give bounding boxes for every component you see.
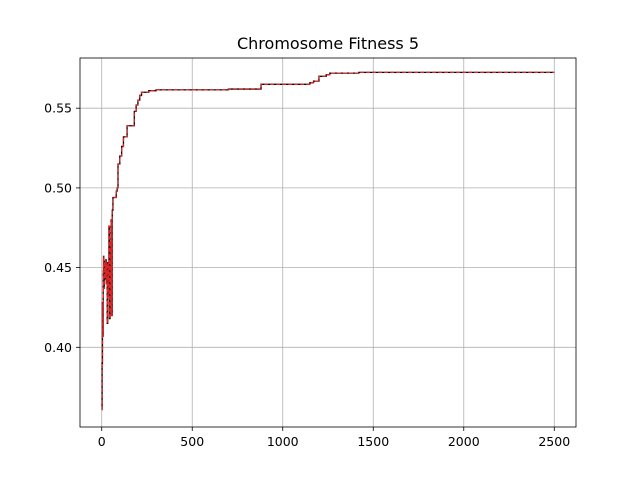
x-tick-label: 1000: [267, 434, 299, 449]
x-tick-label: 500: [180, 434, 204, 449]
chart-title: Chromosome Fitness 5: [237, 34, 419, 53]
x-tick-label: 1500: [357, 434, 389, 449]
x-tick-label: 2000: [448, 434, 480, 449]
y-tick-label: 0.40: [44, 340, 72, 355]
grid: [80, 58, 576, 427]
series-layer: [101, 71, 555, 411]
series-line-red: [101, 71, 555, 411]
plot-frame: [79, 57, 577, 428]
y-tick-label: 0.45: [44, 260, 72, 275]
x-tick-label: 0: [98, 434, 106, 449]
y-tick-label: 0.50: [44, 180, 72, 195]
axes: 0 500 1000 1500 2000 2500 0.40 0.45 0.50 0.55: [44, 57, 577, 449]
y-tick-label: 0.55: [44, 101, 72, 116]
x-tick-label: 2500: [538, 434, 570, 449]
